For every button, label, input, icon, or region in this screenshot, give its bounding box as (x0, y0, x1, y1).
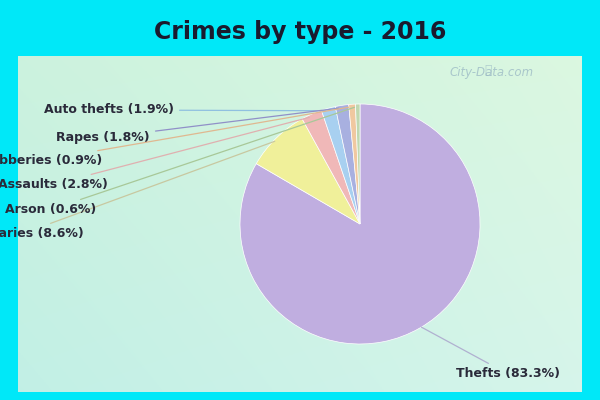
Text: City-Data.com: City-Data.com (450, 66, 534, 78)
Text: Assaults (2.8%): Assaults (2.8%) (0, 117, 309, 191)
Wedge shape (322, 106, 360, 224)
Text: Arson (0.6%): Arson (0.6%) (5, 107, 355, 216)
Text: ⓘ: ⓘ (485, 64, 492, 77)
Wedge shape (256, 119, 360, 224)
Text: Crimes by type - 2016: Crimes by type - 2016 (154, 20, 446, 44)
Wedge shape (355, 104, 360, 224)
Text: Auto thefts (1.9%): Auto thefts (1.9%) (44, 104, 325, 116)
Text: Rapes (1.8%): Rapes (1.8%) (56, 108, 339, 144)
Text: Robberies (0.9%): Robberies (0.9%) (0, 107, 349, 167)
Wedge shape (240, 104, 480, 344)
Wedge shape (349, 104, 360, 224)
Text: Thefts (83.3%): Thefts (83.3%) (421, 327, 560, 380)
Text: Burglaries (8.6%): Burglaries (8.6%) (0, 141, 275, 240)
Wedge shape (335, 104, 360, 224)
Wedge shape (302, 110, 360, 224)
